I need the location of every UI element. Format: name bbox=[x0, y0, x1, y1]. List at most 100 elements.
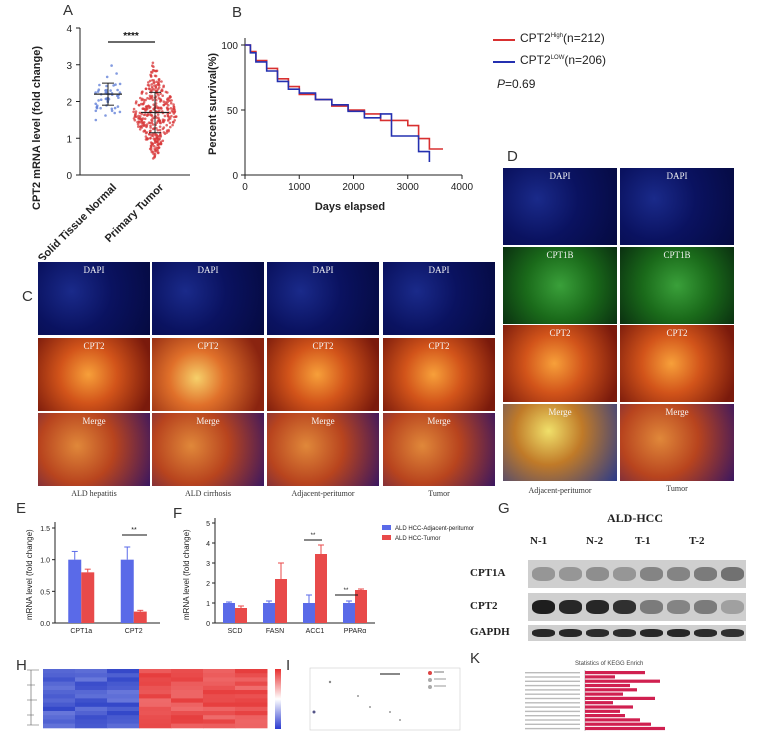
panel-c-image: DAPI bbox=[38, 262, 150, 335]
panel-c-row-label: Merge bbox=[427, 416, 451, 426]
panel-g-band bbox=[667, 600, 690, 614]
panel-a-dot bbox=[149, 144, 153, 147]
panel-c-row-label: Merge bbox=[196, 416, 220, 426]
panel-a-dot bbox=[132, 107, 136, 111]
panel-k-term-label bbox=[525, 723, 580, 725]
panel-h-cell bbox=[107, 681, 140, 687]
panel-d-image: CPT2 bbox=[503, 325, 617, 402]
panel-f-sig: ** bbox=[311, 533, 316, 539]
panel-g-lane-label: T-2 bbox=[689, 535, 705, 547]
panel-a-dot bbox=[156, 143, 159, 147]
panel-c-row-label: CPT2 bbox=[83, 341, 105, 351]
panel-a-dot bbox=[168, 96, 171, 100]
panel-i-legend bbox=[428, 671, 446, 689]
panel-f-xcat: FASN bbox=[266, 628, 284, 635]
panel-h-cell bbox=[43, 690, 76, 695]
panel-g-band bbox=[586, 600, 609, 614]
panel-g-band bbox=[532, 600, 555, 614]
panel-h-cell bbox=[43, 702, 76, 708]
panel-a-dot bbox=[104, 114, 107, 117]
panel-g-band bbox=[694, 600, 717, 614]
panel-h-cell bbox=[43, 685, 76, 691]
panel-a-dot bbox=[98, 83, 101, 87]
panel-a-yticks: 0 1 2 3 4 bbox=[66, 24, 80, 182]
panel-h-cell bbox=[43, 711, 76, 716]
panel-h-cell bbox=[75, 711, 108, 716]
panel-g-row-label: GAPDH bbox=[470, 626, 510, 638]
panel-f-ticks: 0 1 2 3 4 5 bbox=[206, 521, 215, 628]
panel-a-dot bbox=[147, 87, 151, 90]
panel-d-image: CPT2 bbox=[620, 325, 734, 402]
panel-g-band bbox=[613, 629, 636, 637]
panel-k-term-label bbox=[525, 702, 580, 704]
panel-a-dot bbox=[162, 126, 166, 129]
panel-h-cell bbox=[171, 715, 204, 720]
panel-a-dot bbox=[133, 118, 137, 122]
panel-g-row-label: CPT1A bbox=[470, 567, 506, 579]
panel-a-dot bbox=[141, 117, 145, 120]
panel-e-ticks: 0.0 0.5 1.0 1.5 bbox=[40, 526, 55, 628]
panel-k-chart bbox=[525, 670, 665, 731]
panel-a-dot bbox=[152, 103, 155, 106]
panel-a-dot bbox=[168, 111, 172, 115]
panel-g-band bbox=[559, 600, 582, 614]
panel-h-cell bbox=[171, 673, 204, 678]
panel-a-dot bbox=[94, 91, 97, 94]
panel-a-dot bbox=[144, 109, 147, 112]
panel-a-dot bbox=[168, 121, 172, 125]
panel-c-caption: ALD cirrhosis bbox=[185, 489, 231, 498]
panel-a-dot bbox=[170, 99, 173, 102]
panel-d-image: DAPI bbox=[620, 168, 734, 245]
panel-f-legend-tumor-swatch bbox=[382, 535, 391, 540]
panel-a-dot bbox=[149, 136, 152, 140]
panel-a-dot bbox=[150, 134, 153, 137]
panel-d-row-label: CPT1B bbox=[546, 250, 574, 260]
panel-a-dot bbox=[141, 102, 145, 106]
panel-a-dot bbox=[146, 113, 150, 116]
panel-h-cell bbox=[171, 677, 204, 683]
panel-g-band bbox=[559, 567, 582, 581]
panel-a-dot bbox=[157, 151, 160, 154]
panel-g-band bbox=[586, 567, 609, 581]
panel-label-c: C bbox=[22, 288, 33, 305]
panel-c-row-label: CPT2 bbox=[197, 341, 219, 351]
panel-a-dot bbox=[172, 103, 175, 106]
panel-a-dot bbox=[147, 121, 151, 124]
panel-a-dot bbox=[155, 137, 159, 141]
panel-a-dot bbox=[147, 81, 150, 84]
panel-g-band bbox=[667, 629, 690, 637]
panel-a-dot bbox=[110, 107, 114, 111]
panel-k-term-label bbox=[525, 715, 580, 717]
panel-a-dot bbox=[166, 119, 170, 122]
panel-k-bar bbox=[585, 701, 613, 705]
panel-h-cell bbox=[139, 694, 172, 699]
panel-a-dot bbox=[134, 110, 138, 113]
panel-a-dot bbox=[154, 69, 157, 73]
panel-b-xlabel: Days elapsed bbox=[315, 201, 385, 213]
panel-k-title: Statistics of KEGG Enrich bbox=[575, 661, 644, 667]
panel-h-cell bbox=[235, 669, 268, 674]
panel-a-dot bbox=[152, 152, 155, 156]
panel-a-dot bbox=[161, 94, 164, 97]
panel-a-dot bbox=[149, 75, 153, 78]
panel-c-image: CPT2 bbox=[152, 338, 264, 411]
panel-a-dot bbox=[99, 106, 102, 110]
panel-h-cell bbox=[43, 715, 76, 720]
panel-a-dot bbox=[94, 118, 98, 122]
panel-d-row-label: DAPI bbox=[549, 171, 571, 181]
panel-a-dot bbox=[145, 92, 148, 95]
panel-a-chart: CPT2 mRNA level (fold change) 0 1 2 3 4 ****… bbox=[31, 24, 190, 260]
panel-h-cell bbox=[203, 719, 236, 725]
panel-i-points bbox=[312, 673, 401, 721]
panel-a-dot bbox=[114, 83, 117, 86]
panel-h-cell bbox=[203, 715, 236, 720]
panel-h-cell bbox=[139, 702, 172, 708]
panel-h-cell bbox=[43, 681, 76, 687]
legend-high: CPT2High(n=212) bbox=[520, 31, 605, 45]
panel-b-ytick-label: 0 bbox=[232, 171, 238, 182]
panel-h-cell bbox=[139, 690, 172, 695]
panel-a-dot bbox=[155, 140, 159, 144]
panel-k-bar bbox=[585, 709, 620, 713]
panel-a-dot bbox=[171, 120, 175, 124]
panel-a-dot bbox=[161, 120, 165, 123]
